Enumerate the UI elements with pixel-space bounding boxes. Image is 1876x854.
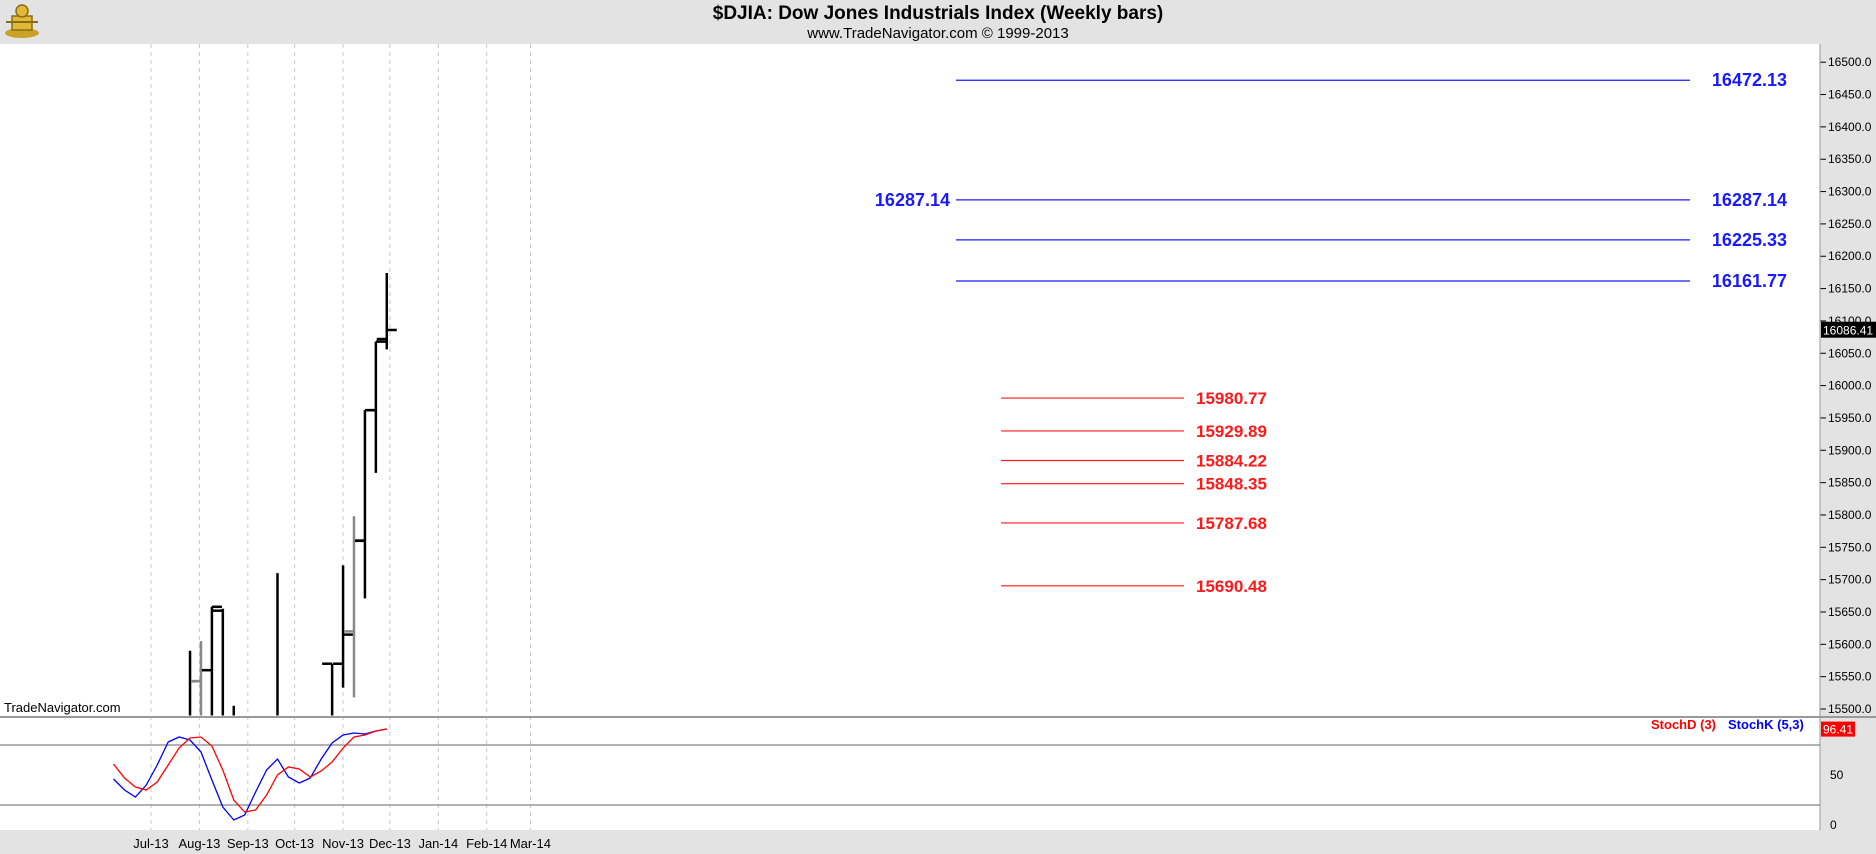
y-tick-label: 16450.0 [1828,88,1872,102]
chart-title: $DJIA: Dow Jones Industrials Index (Week… [712,3,1164,24]
x-tick-label: Sep-13 [227,836,269,851]
x-tick-label: Nov-13 [322,836,364,851]
blue-level-label: 16472.13 [1712,70,1787,90]
y-tick-label: 15900.0 [1828,443,1872,457]
y-tick-label: 16300.0 [1828,185,1872,199]
trade-navigator-logo-icon [5,4,39,38]
red-level-label: 15848.35 [1196,475,1267,494]
y-tick-label: 15650.0 [1828,605,1872,619]
x-tick-label: Feb-14 [466,836,507,851]
stochastic-panel [0,718,1820,830]
y-tick-label: 16500.0 [1828,55,1872,69]
y-tick-label: 15600.0 [1828,637,1872,651]
red-level-label: 15884.22 [1196,451,1267,470]
x-tick-label: Mar-14 [510,836,551,851]
y-tick-label: 16200.0 [1828,249,1872,263]
last-price-tag [1821,321,1876,338]
y-tick-label: 16250.0 [1828,217,1872,231]
red-level-label: 15787.68 [1196,514,1267,533]
stoch-y-tick-label: 0 [1830,818,1837,832]
y-tick-label: 15500.0 [1828,702,1872,716]
y-tick-label: 16400.0 [1828,120,1872,134]
blue-level-left-label: 16287.14 [875,190,950,210]
blue-level-label: 16287.14 [1712,190,1787,210]
blue-level-label: 16225.33 [1712,230,1787,250]
stoch-series-line [113,728,387,821]
y-tick-label: 15950.0 [1828,411,1872,425]
x-tick-label: Aug-13 [178,836,220,851]
price-panel [0,44,1820,716]
stoch-y-tick-label: 50 [1830,768,1844,782]
blue-level-label: 16161.77 [1712,271,1787,291]
x-tick-label: Dec-13 [369,836,411,851]
legend-stochd: StochD (3) [1651,717,1716,732]
y-tick-label: 15850.0 [1828,476,1872,490]
y-tick-label: 16150.0 [1828,282,1872,296]
chart-header: $DJIA: Dow Jones Industrials Index (Week… [0,0,1876,44]
stoch-last-label: 96.41 [1823,723,1853,737]
y-tick-label: 15700.0 [1828,573,1872,587]
stoch-last-tag [1821,721,1855,737]
y-tick-label: 15750.0 [1828,540,1872,554]
y-tick-label: 16350.0 [1828,152,1872,166]
chart-subtitle: www.TradeNavigator.com © 1999-2013 [807,25,1069,42]
red-level-label: 15690.48 [1196,577,1267,596]
x-tick-label: Jan-14 [418,836,458,851]
x-tick-label: Oct-13 [275,836,314,851]
watermark: TradeNavigator.com [4,700,121,715]
x-tick-label: Jul-13 [133,836,168,851]
y-tick-label: 16000.0 [1828,379,1872,393]
stoch-series-line [112,728,387,813]
y-tick-label: 15550.0 [1828,670,1872,684]
red-level-label: 15980.77 [1196,389,1267,408]
legend-stochk: StochK (5,3) [1728,717,1804,732]
right-axis [1820,44,1876,830]
bottom-axis [0,830,1876,854]
y-tick-label: 16050.0 [1828,346,1872,360]
red-level-label: 15929.89 [1196,422,1267,441]
y-tick-label: 15800.0 [1828,508,1872,522]
last-price-label: 16086.41 [1823,324,1873,338]
